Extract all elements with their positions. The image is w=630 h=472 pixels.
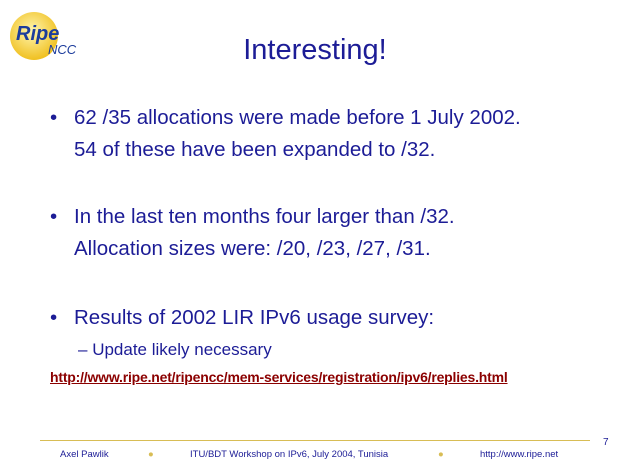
footer-url: http://www.ripe.net — [480, 449, 559, 460]
footer-separator: ● — [148, 449, 154, 460]
bullet-text: In the last ten months four larger than … — [74, 205, 455, 228]
bullet-text: 62 /35 allocations were made before 1 Ju… — [74, 106, 521, 129]
sub-bullet: – Update likely necessary — [78, 340, 272, 359]
bullet-text: 54 of these have been expanded to /32. — [74, 138, 436, 161]
footer-author: Axel Pawlik — [60, 449, 109, 460]
footer-rule — [40, 440, 590, 441]
footer-event: ITU/BDT Workshop on IPv6, July 2004, Tun… — [190, 449, 389, 460]
bullet-dot: • — [50, 205, 58, 228]
sub-bullet-text: Update likely necessary — [92, 340, 272, 359]
logo: Ripe NCC — [10, 12, 77, 60]
link[interactable]: http://www.ripe.net/ripencc/mem-services… — [50, 369, 508, 385]
bullet-dot: • — [50, 106, 58, 129]
footer-separator: ● — [438, 449, 444, 460]
page-number: 7 — [603, 437, 609, 448]
bullet-text: Results of 2002 LIR IPv6 usage survey: — [74, 306, 435, 329]
slide-title: Interesting! — [243, 34, 387, 66]
logo-circle — [10, 12, 58, 60]
bullet-dot: • — [50, 306, 58, 329]
logo-name: Ripe — [16, 23, 59, 45]
bullet-text: Allocation sizes were: /20, /23, /27, /3… — [74, 237, 431, 260]
logo-sub: NCC — [48, 42, 77, 57]
